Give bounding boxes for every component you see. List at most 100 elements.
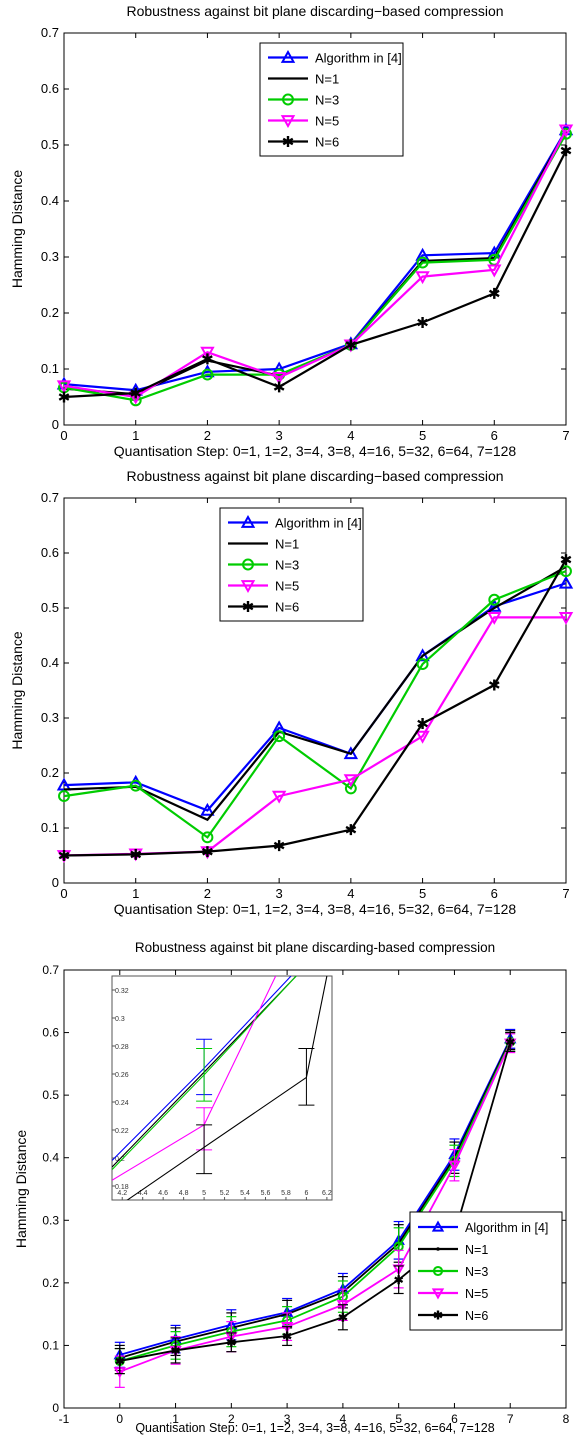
data-point-marker [271, 372, 287, 385]
data-point-marker [560, 127, 572, 140]
data-point-marker [58, 391, 70, 403]
series-1 [63, 565, 567, 822]
y-tick-label: 0.3 [42, 1213, 59, 1227]
y-tick-label: 0.5 [41, 137, 59, 152]
legend-item: N=6 [228, 600, 299, 615]
data-point-marker [201, 368, 214, 381]
data-point-marker [431, 1288, 445, 1300]
data-point-marker [558, 611, 574, 625]
y-axis: 0 0.1 0.2 0.3 0.4 0.5 0.6 0.7 [41, 25, 566, 432]
data-point-marker [488, 679, 500, 691]
data-point-marker [416, 256, 429, 269]
series-line [119, 1039, 512, 1359]
legend-label: N=1 [275, 537, 299, 552]
x-tick-label: 3 [276, 428, 283, 443]
x-tick-label: 0 [60, 886, 67, 901]
data-point-marker [560, 554, 572, 566]
data-point-marker [343, 774, 359, 788]
series-line [63, 129, 567, 399]
legend-label: N=6 [465, 1309, 488, 1323]
x-tick-label: 2 [204, 886, 211, 901]
legend-item: N=5 [418, 1287, 488, 1301]
inset-y-tick-label: 0.24 [115, 1100, 129, 1107]
inset-y-tick-label: 0.18 [115, 1184, 129, 1191]
chart-title: Robustness against bit plane discarding−… [126, 3, 503, 19]
chart-2: Robustness against bit plane discarding−… [9, 468, 574, 917]
series-line [63, 133, 567, 402]
data-point-marker [415, 271, 430, 285]
x-tick-label: 7 [562, 428, 569, 443]
legend-label: N=5 [465, 1287, 488, 1301]
data-point-marker [505, 1037, 515, 1047]
data-point-marker [130, 387, 142, 399]
legend-label: Algorithm in [4] [275, 516, 362, 531]
x-tick-label: 4 [347, 886, 354, 901]
inset-y-tick-label: 0.22 [115, 1128, 129, 1135]
x-axis-label: Quantisation Step: 0=1, 1=2, 3=4, 3=8, 4… [135, 1421, 494, 1435]
series-line [63, 582, 567, 812]
inset-x-tick-label: 5.4 [240, 1190, 250, 1197]
data-point-marker [282, 93, 294, 106]
data-point-marker [345, 339, 357, 351]
y-tick-label: 0.2 [42, 1276, 59, 1290]
legend-item: N=1 [418, 1243, 488, 1257]
legend-label: N=1 [315, 72, 339, 87]
data-point-marker [240, 514, 256, 528]
y-tick-label: 0 [52, 875, 59, 890]
legend-item: N=5 [268, 114, 339, 129]
series-4 [58, 145, 572, 403]
x-axis: -1 0 1 2 3 4 5 6 7 8 [59, 970, 570, 1426]
data-point-marker [58, 850, 70, 861]
y-axis-label: Hamming Distance [13, 1130, 29, 1248]
series-line [63, 570, 567, 839]
legend-label: N=5 [275, 579, 299, 594]
y-tick-label: 0.7 [41, 25, 59, 40]
x-tick-label: -1 [59, 1412, 70, 1426]
data-point-marker [273, 381, 285, 393]
y-tick-label: 0.3 [41, 249, 59, 264]
y-tick-label: 0.2 [41, 765, 59, 780]
legend-item: Algorithm in [4] [228, 514, 362, 531]
legend-item: Algorithm in [4] [268, 49, 402, 66]
x-tick-label: 4 [347, 428, 354, 443]
x-tick-label: 6 [491, 886, 498, 901]
series-line [63, 565, 567, 822]
data-point-marker [242, 558, 254, 571]
legend: Algorithm in [4] N=1 N=3 N=5 N=6 [219, 507, 364, 622]
legend-label: N=6 [275, 600, 299, 615]
inset-x-tick-label: 5.6 [261, 1190, 271, 1197]
y-tick-label: 0 [52, 1401, 59, 1415]
x-tick-label: 6 [451, 1412, 458, 1426]
data-point-marker [56, 380, 72, 394]
series-line [119, 1042, 512, 1373]
x-tick-label: 5 [419, 886, 426, 901]
inset-x-tick-label: 5.2 [220, 1190, 230, 1197]
series-2 [58, 565, 572, 844]
data-point-marker [200, 346, 215, 360]
legend-label: N=5 [315, 114, 339, 129]
data-point-marker [273, 730, 286, 743]
inset-x-tick-label: 6 [304, 1190, 308, 1197]
y-axis: 0 0.1 0.2 0.3 0.4 0.5 0.6 0.7 [42, 963, 566, 1415]
data-point-marker [558, 575, 574, 589]
data-point-marker [240, 580, 256, 594]
inset-x-tick-label: 4.8 [179, 1190, 189, 1197]
data-point-marker [345, 824, 357, 836]
legend-item: N=6 [418, 1309, 488, 1323]
series-line [63, 150, 567, 399]
data-point-marker [202, 353, 213, 365]
y-tick-label: 0.5 [42, 1088, 59, 1102]
inset-x-tick-label: 4.2 [117, 1190, 127, 1197]
legend-item: N=6 [268, 135, 339, 150]
y-tick-label: 0.1 [41, 820, 59, 835]
series-line [119, 1038, 512, 1356]
data-point-marker [488, 287, 500, 299]
data-point-marker [415, 730, 430, 744]
data-point-marker [201, 831, 214, 844]
inset-lines [112, 976, 328, 1200]
y-tick-label: 0.7 [42, 963, 59, 977]
inset-x-tick-label: 5 [202, 1190, 206, 1197]
chart-title: Robustness against bit plane discarding-… [135, 940, 495, 955]
x-axis: 0 1 2 3 4 5 6 7 [60, 498, 570, 901]
data-point-marker [129, 779, 142, 792]
